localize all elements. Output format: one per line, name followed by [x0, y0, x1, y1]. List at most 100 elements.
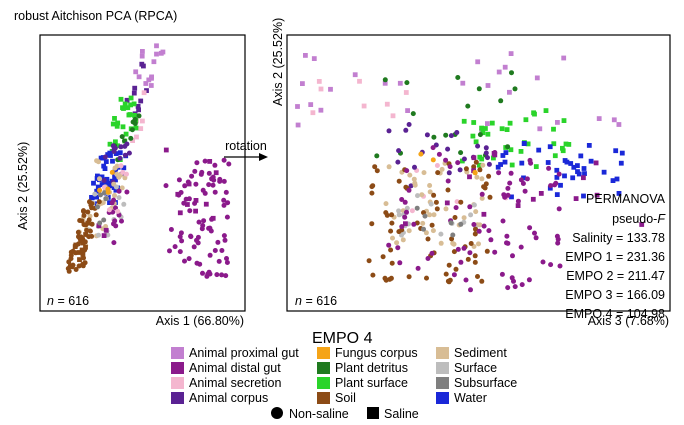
data-point-square — [122, 101, 128, 107]
data-point-circle — [406, 274, 412, 280]
data-point-square — [613, 148, 619, 154]
data-point-square — [518, 149, 524, 154]
data-point-square — [132, 113, 137, 118]
data-point-square — [124, 97, 130, 103]
data-point-circle — [386, 128, 392, 134]
data-point-circle — [128, 135, 134, 141]
data-point-square — [101, 163, 107, 169]
data-point-circle — [458, 221, 464, 227]
data-point-square — [610, 178, 616, 183]
data-point-circle — [116, 188, 122, 194]
permanova-row: Salinity = 133.78 — [572, 231, 665, 245]
data-point-square — [601, 169, 607, 175]
data-point-circle — [202, 190, 208, 196]
data-point-circle — [223, 273, 229, 279]
data-point-circle — [431, 192, 437, 198]
data-point-square — [578, 153, 584, 159]
data-point-circle — [468, 241, 474, 246]
rotation-annotation: rotation — [224, 139, 268, 161]
data-point-square — [566, 142, 572, 147]
data-point-circle — [202, 158, 208, 164]
data-point-circle — [463, 277, 469, 283]
data-point-circle — [109, 200, 115, 206]
data-point-square — [558, 182, 563, 188]
data-point-square — [193, 208, 198, 214]
data-point-square — [560, 145, 565, 151]
data-point-square — [509, 162, 515, 168]
data-point-circle — [427, 183, 433, 188]
data-point-circle — [553, 180, 559, 186]
legend-shape-label: Saline — [384, 407, 419, 421]
data-point-circle — [87, 199, 92, 205]
data-point-square — [403, 221, 408, 227]
data-point-circle — [382, 77, 388, 83]
data-point-square — [128, 95, 134, 101]
data-point-square — [515, 203, 521, 208]
data-point-square — [193, 198, 199, 203]
data-point-square — [99, 174, 105, 180]
data-point-square — [551, 141, 557, 147]
data-point-square — [148, 83, 154, 88]
data-point-square — [479, 125, 484, 131]
data-point-circle — [446, 170, 452, 176]
data-point-circle — [479, 176, 485, 182]
data-point-circle — [496, 170, 502, 176]
data-point-square — [102, 166, 108, 171]
data-point-circle — [222, 237, 228, 243]
data-point-square — [551, 126, 556, 132]
left-n-label: n = 616 — [47, 294, 89, 308]
data-point-square — [500, 153, 506, 158]
data-point-circle — [486, 161, 492, 167]
data-point-circle — [429, 222, 435, 228]
data-point-circle — [383, 201, 389, 207]
data-point-circle — [509, 70, 514, 76]
data-point-circle — [409, 208, 415, 214]
data-point-square — [581, 175, 586, 181]
data-point-square — [113, 187, 119, 193]
data-point-square — [149, 74, 154, 80]
data-point-circle — [176, 177, 182, 183]
data-point-circle — [188, 234, 194, 240]
data-point-circle — [483, 150, 489, 156]
data-point-circle — [443, 157, 449, 163]
data-point-circle — [476, 241, 481, 247]
data-point-square — [534, 75, 540, 81]
data-point-square — [521, 175, 526, 181]
data-point-circle — [119, 134, 125, 140]
data-point-circle — [109, 169, 115, 175]
data-point-square — [563, 141, 569, 147]
data-point-circle — [435, 170, 441, 176]
data-point-circle — [75, 229, 81, 235]
data-point-square — [79, 247, 85, 253]
legend-square-marker — [367, 407, 379, 419]
data-point-square — [101, 182, 107, 187]
legend-label: Plant detritus — [335, 361, 408, 375]
data-point-square — [576, 171, 582, 177]
data-point-circle — [81, 213, 87, 218]
right-xlabel: Axis 3 (7.68%) — [588, 314, 669, 328]
data-point-circle — [430, 228, 436, 234]
data-point-circle — [461, 156, 467, 162]
data-point-circle — [557, 263, 563, 269]
data-point-circle — [194, 160, 200, 166]
legend-swatch — [436, 377, 449, 389]
data-point-square — [110, 121, 116, 127]
data-point-circle — [467, 204, 473, 210]
data-point-square — [536, 147, 542, 153]
data-point-circle — [380, 254, 386, 260]
data-point-square — [581, 193, 586, 199]
data-point-circle — [193, 181, 199, 187]
data-point-circle — [114, 163, 120, 169]
data-point-circle — [425, 256, 431, 261]
data-point-circle — [386, 242, 392, 248]
data-point-square — [554, 192, 560, 197]
data-point-circle — [424, 275, 429, 281]
data-point-circle — [404, 205, 410, 211]
data-point-square — [115, 120, 121, 126]
data-point-circle — [505, 285, 511, 291]
left-plot-frame — [39, 34, 246, 312]
data-point-square — [357, 78, 362, 84]
data-point-circle — [471, 164, 477, 170]
data-point-square — [461, 118, 467, 124]
data-point-circle — [472, 253, 478, 259]
